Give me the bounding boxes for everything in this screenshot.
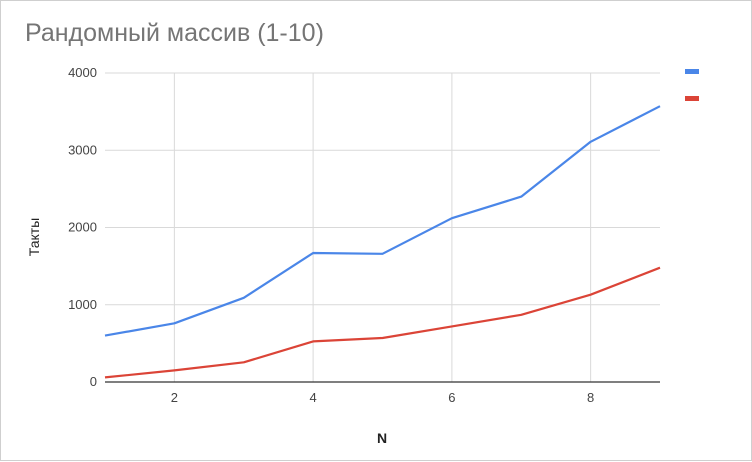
- series-line-1: [104, 105, 661, 337]
- x-tick-label: 4: [310, 390, 317, 405]
- grid-lines: [105, 72, 660, 382]
- y-tick-label: 3000: [68, 142, 97, 157]
- legend-swatch-1: [685, 69, 699, 74]
- y-tick-label: 1000: [68, 297, 97, 312]
- x-axis-title: N: [377, 430, 387, 446]
- y-tick-label: 2000: [68, 220, 97, 235]
- y-tick-labels: 0 1000 2000 3000 4000: [68, 65, 97, 389]
- y-axis-title: Такты: [26, 218, 42, 256]
- y-tick-label: 0: [90, 374, 97, 389]
- series-lines: [104, 105, 661, 379]
- chart-title: Рандомный массив (1-10): [25, 19, 324, 47]
- y-tick-label: 4000: [68, 65, 97, 80]
- x-tick-label: 2: [171, 390, 178, 405]
- legend-swatch-2: [685, 96, 699, 101]
- x-tick-labels: 2 4 6 8: [171, 390, 594, 405]
- legend: [685, 69, 699, 101]
- x-tick-label: 6: [448, 390, 455, 405]
- x-tick-label: 8: [587, 390, 594, 405]
- series-line-2: [104, 266, 661, 379]
